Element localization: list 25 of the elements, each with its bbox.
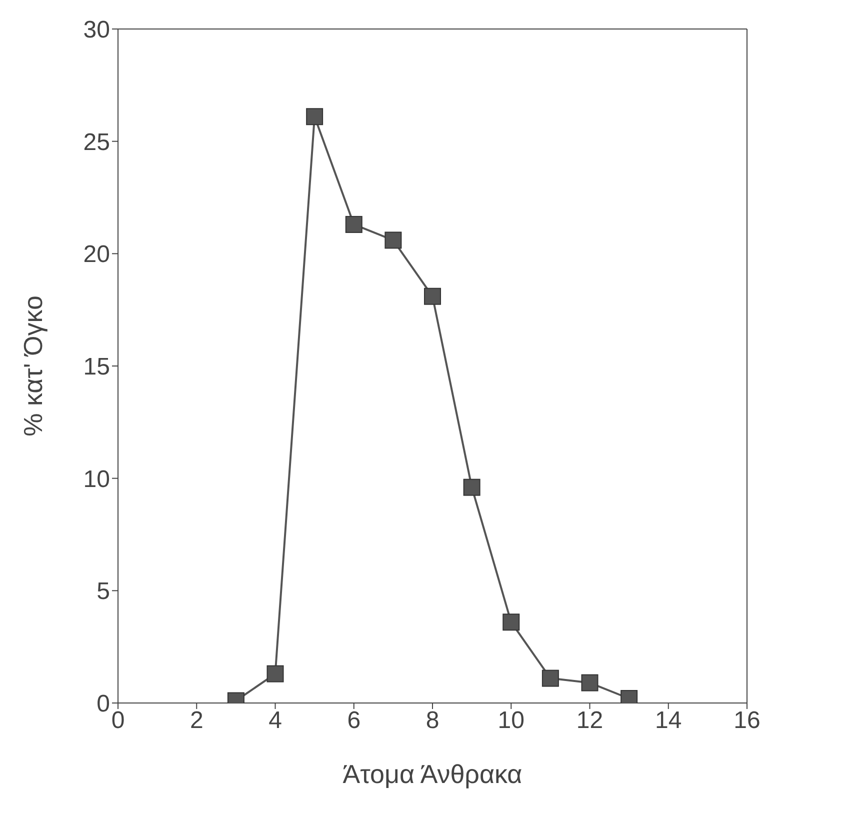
x-tick-label: 12 [576, 707, 604, 734]
x-tick-label: 10 [498, 707, 524, 734]
y-tick-label: 10 [83, 466, 110, 493]
point [581, 674, 598, 692]
x-tick-label: 8 [426, 707, 440, 734]
point [384, 232, 402, 249]
point [266, 665, 284, 682]
y-tick-label: 5 [96, 578, 110, 606]
x-tick-label: 14 [655, 707, 682, 734]
x-tick-label: 2 [190, 707, 204, 734]
y-tick-label: 20 [83, 241, 110, 268]
point [542, 670, 559, 687]
point [424, 288, 441, 305]
x-tick-label: 4 [268, 707, 282, 734]
x-tick-label: 6 [347, 707, 361, 734]
y-tick-label: 15 [83, 354, 110, 381]
point [502, 614, 520, 631]
point [306, 108, 324, 126]
x-tick-label: 16 [734, 707, 760, 734]
y-tick-label: 25 [83, 128, 110, 156]
point [345, 216, 362, 233]
y-axis-title: % κατ' Όγκο [18, 296, 48, 436]
x-axis-title: Άτομα Άνθρακα [342, 759, 522, 789]
y-tick-label: 30 [83, 16, 110, 44]
point [463, 478, 480, 496]
